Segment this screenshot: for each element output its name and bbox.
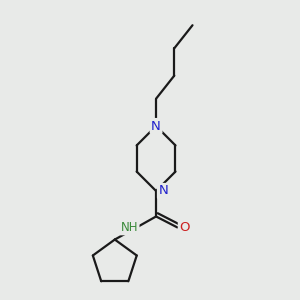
Text: O: O <box>179 221 190 234</box>
Text: N: N <box>158 184 168 197</box>
Text: NH: NH <box>121 221 138 234</box>
Text: N: N <box>151 119 161 133</box>
